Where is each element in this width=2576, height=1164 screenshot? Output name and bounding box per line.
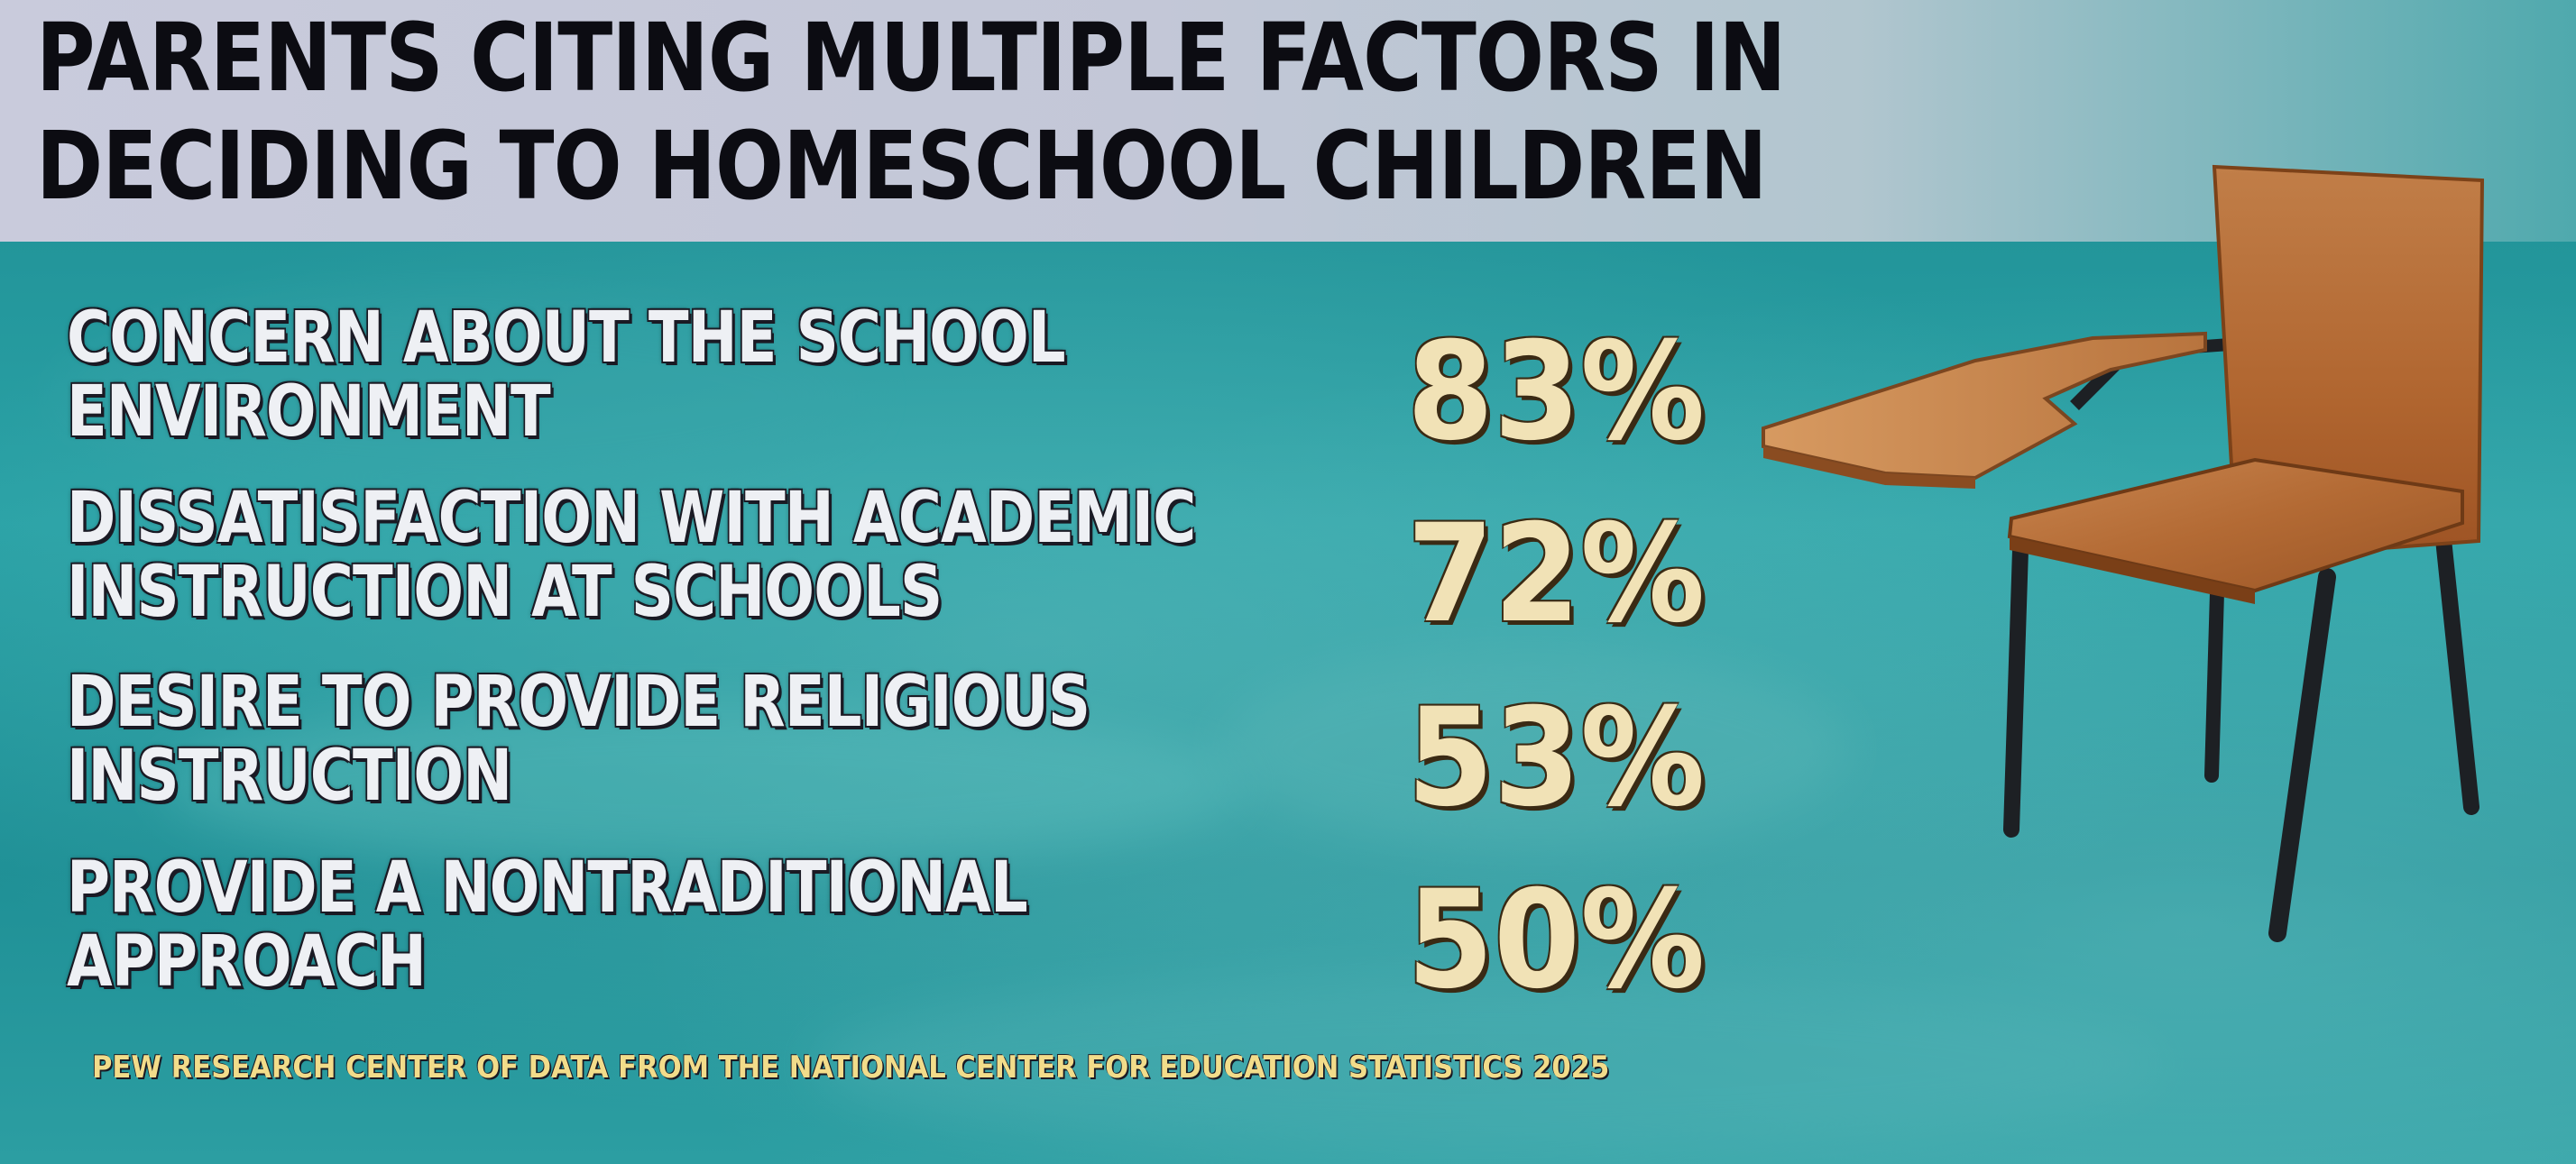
factor-label-line-1: PROVIDE A NONTRADITIONAL (67, 848, 1028, 929)
factor-label-line-2: INSTRUCTION (67, 736, 512, 817)
source-caption: PEW RESEARCH CENTER OF DATA FROM THE NAT… (92, 1049, 1610, 1086)
factor-label-line-1: CONCERN ABOUT THE SCHOOL (67, 298, 1066, 379)
factor-item: CONCERN ABOUT THE SCHOOL ENVIRONMENT (67, 301, 1329, 449)
factor-item: DISSATISFACTION WITH ACADEMIC INSTRUCTIO… (67, 481, 1329, 629)
factor-percent: 83% (1407, 314, 1706, 471)
factor-label-line-1: DISSATISFACTION WITH ACADEMIC (67, 478, 1196, 559)
school-desk-chair-icon (1762, 164, 2485, 942)
factor-item: DESIRE TO PROVIDE RELIGIOUS INSTRUCTION (67, 665, 1329, 813)
factor-percent: 50% (1407, 862, 1706, 1019)
factor-item: PROVIDE A NONTRADITIONAL APPROACH (67, 851, 1329, 999)
background-blur (1218, 649, 1849, 848)
title-line-2: DECIDING TO HOMESCHOOL CHILDREN (36, 111, 1767, 221)
title-banner: PARENTS CITING MULTIPLE FACTORS IN DECID… (0, 0, 2576, 242)
factor-label-line-2: ENVIRONMENT (67, 371, 551, 453)
factor-percent: 53% (1407, 680, 1706, 837)
factor-label-line-2: INSTRUCTION AT SCHOOLS (67, 552, 943, 633)
background-blur (162, 703, 1245, 866)
background-blur (812, 974, 2165, 1154)
factor-label-line-2: APPROACH (67, 921, 427, 1003)
factor-percent: 72% (1407, 496, 1706, 653)
title-line-1: PARENTS CITING MULTIPLE FACTORS IN (36, 3, 1786, 113)
background-blur (54, 298, 866, 496)
factor-label-line-1: DESIRE TO PROVIDE RELIGIOUS (67, 662, 1090, 743)
